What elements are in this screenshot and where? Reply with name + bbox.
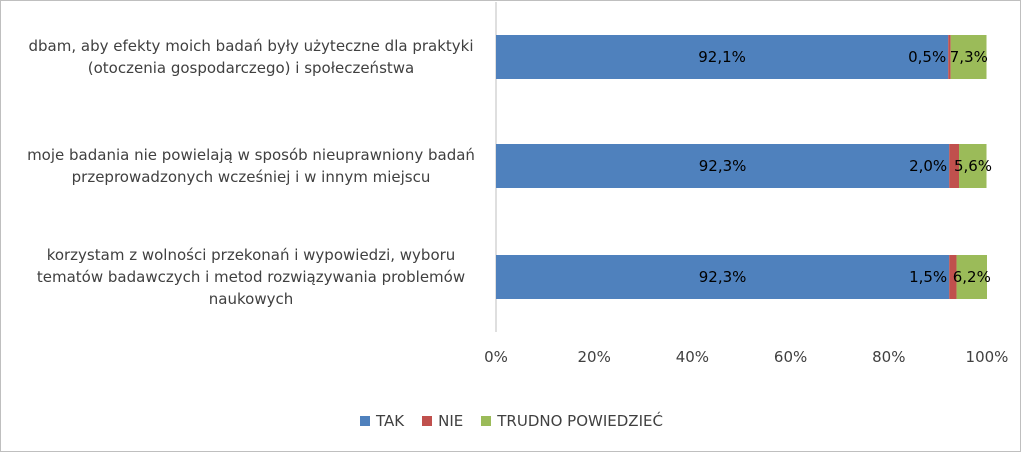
data-label-nie: 0,5% (908, 48, 946, 66)
category-label: korzystam z wolności przekonań i wypowie… (37, 246, 465, 308)
data-label-nie: 2,0% (909, 157, 947, 175)
legend: TAK NIE TRUDNO POWIEDZIEĆ (1, 410, 1021, 432)
legend-label: NIE (438, 412, 464, 430)
category-label: moje badania nie powielają w sposób nieu… (27, 146, 475, 186)
bar-nie (949, 144, 960, 188)
data-label-nie: 1,5% (909, 268, 947, 286)
data-label-tak: 92,3% (699, 268, 747, 286)
x-tick-label: 100% (966, 348, 1009, 366)
data-label-tak: 92,3% (699, 157, 747, 175)
data-label-trudno: 7,3% (950, 48, 988, 66)
x-tick-label: 20% (578, 348, 611, 366)
x-tick-label: 60% (774, 348, 807, 366)
legend-item: TRUDNO POWIEDZIEĆ (481, 412, 663, 430)
data-label-trudno: 6,2% (953, 268, 991, 286)
category-label: dbam, aby efekty moich badań były użytec… (29, 37, 474, 77)
legend-label: TAK (376, 412, 405, 430)
x-tick-label: 80% (872, 348, 905, 366)
bar-trudno-powiedzieć (959, 144, 987, 188)
bar-nie (948, 35, 951, 79)
bar-trudno-powiedzieć (950, 35, 987, 79)
data-label-tak: 92,1% (698, 48, 746, 66)
x-tick-label: 0% (484, 348, 508, 366)
legend-item: NIE (422, 412, 463, 430)
legend-item: TAK (360, 412, 404, 430)
legend-swatch (360, 416, 371, 426)
bar-nie (949, 255, 957, 299)
legend-swatch (481, 416, 492, 426)
legend-label: TRUDNO POWIEDZIEĆ (497, 412, 663, 430)
x-tick-label: 40% (676, 348, 709, 366)
legend-swatch (422, 416, 433, 426)
bar-tak (496, 144, 950, 188)
bar-tak (496, 35, 949, 79)
bar-trudno-powiedzieć (956, 255, 987, 299)
data-label-trudno: 5,6% (954, 157, 992, 175)
bar-tak (496, 255, 950, 299)
